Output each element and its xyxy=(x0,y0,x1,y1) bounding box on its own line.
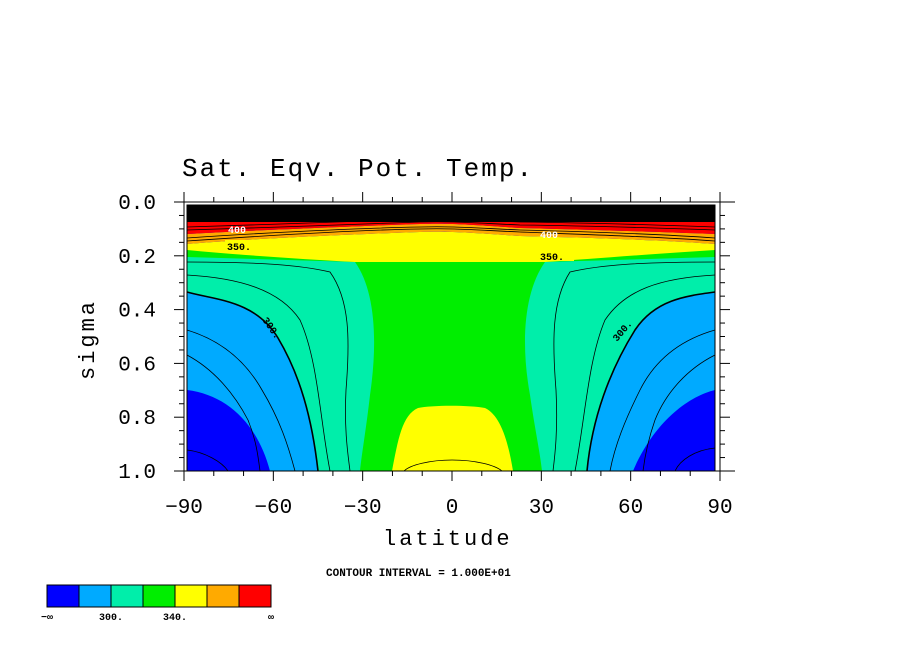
colorbar-swatch xyxy=(110,584,144,608)
contour-line xyxy=(186,226,716,239)
colorbar-swatch xyxy=(46,584,80,608)
contour-label-bg xyxy=(538,250,574,261)
contour-label: 400 xyxy=(540,231,558,242)
x-axis: −90 −60 −30 0 30 60 90 xyxy=(165,192,733,520)
band-fill-330-350 xyxy=(187,250,715,471)
band-fill-370-380 xyxy=(187,222,715,234)
y-tick-label: 0.6 xyxy=(118,354,156,377)
colorbar-label: 300. xyxy=(99,613,123,624)
x-tick-label: 30 xyxy=(529,497,554,520)
contour-line xyxy=(642,354,716,472)
contour-line xyxy=(186,228,716,242)
band-fill-above-380 xyxy=(187,205,715,222)
contour-line xyxy=(186,274,331,472)
chart-title: Sat. Eqv. Pot. Temp. xyxy=(182,154,534,184)
contour-line xyxy=(552,261,716,472)
contour-fill xyxy=(187,205,715,471)
colorbar-swatch xyxy=(142,584,176,608)
colorbar-swatch xyxy=(174,584,208,608)
x-tick-label: −90 xyxy=(165,497,203,520)
contour-line xyxy=(186,221,716,231)
colorbar-swatch xyxy=(78,584,112,608)
y-tick-label: 0.8 xyxy=(118,408,156,431)
contour-label: 350. xyxy=(540,253,564,264)
colorbar-legend: −∞ 300. 340. ∞ xyxy=(41,584,274,624)
contour-line xyxy=(186,218,716,228)
contour-line xyxy=(609,329,716,472)
contour-label: 350. xyxy=(227,243,251,254)
x-tick-label: −30 xyxy=(344,497,382,520)
x-tick-label: 0 xyxy=(446,497,459,520)
y-axis: 0.0 0.2 0.4 0.6 0.8 1.0 xyxy=(118,193,730,485)
y-tick-label: 0.0 xyxy=(118,193,156,216)
contour-label: 400 xyxy=(228,226,246,237)
y-tick-label: 0.4 xyxy=(118,301,156,324)
y-tick-label: 0.2 xyxy=(118,247,156,270)
band-fill-350-360-bottom xyxy=(392,405,513,471)
x-axis-label: latitude xyxy=(383,527,513,552)
y-axis-label: sigma xyxy=(76,299,101,380)
contour-line xyxy=(674,447,716,472)
x-tick-label: 90 xyxy=(707,497,732,520)
contour-line xyxy=(403,459,503,472)
contour-label-bg xyxy=(225,240,261,251)
colorbar-swatch xyxy=(206,584,240,608)
band-fill-350-360 xyxy=(187,231,715,262)
colorbar-label: 340. xyxy=(163,613,187,624)
colorbar-label: ∞ xyxy=(268,613,274,624)
contour-line xyxy=(186,354,261,472)
contour-line xyxy=(186,291,319,472)
contour-line xyxy=(586,291,716,472)
contour-lines xyxy=(186,218,716,472)
contour-line xyxy=(574,274,716,472)
colorbar-swatch xyxy=(238,584,272,608)
band-fill-360-370 xyxy=(187,223,715,244)
contour-interval-note: CONTOUR INTERVAL = 1.000E+01 xyxy=(326,568,511,580)
contour-line xyxy=(186,329,296,472)
contour-line xyxy=(186,261,351,472)
colorbar-label: −∞ xyxy=(41,613,53,624)
y-tick-label: 1.0 xyxy=(118,462,156,485)
contour-line xyxy=(186,449,229,472)
x-tick-label: −60 xyxy=(254,497,292,520)
x-tick-label: 60 xyxy=(618,497,643,520)
